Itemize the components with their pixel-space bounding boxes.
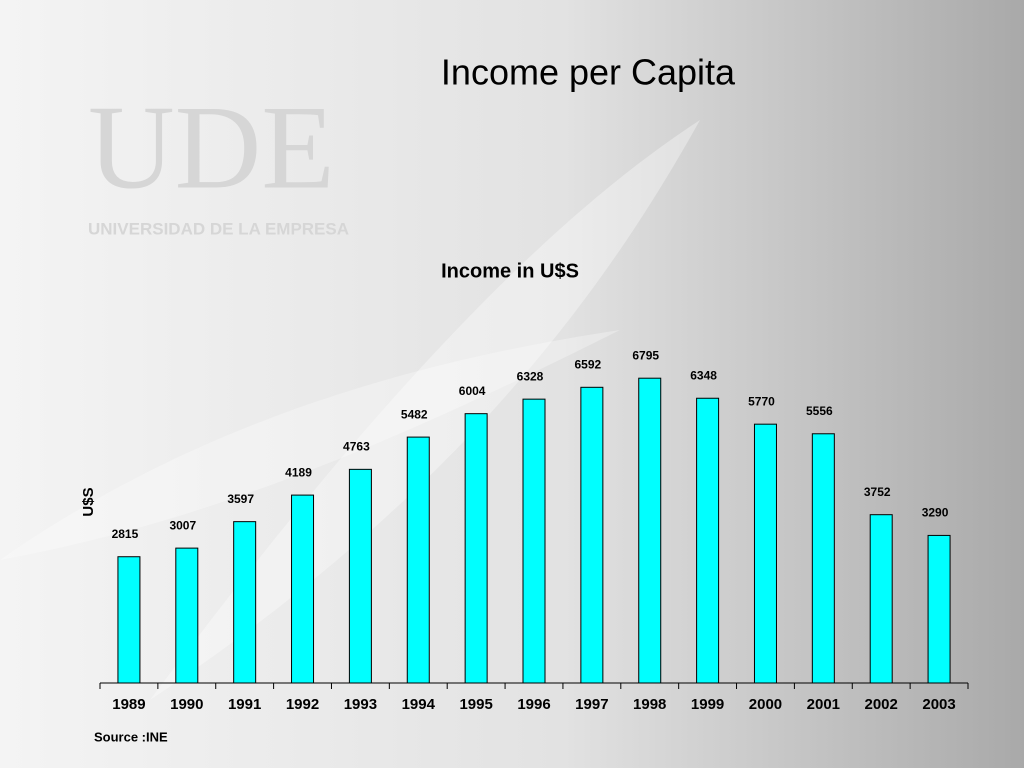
bar [811,433,835,684]
value-label: 4763 [343,440,370,454]
value-label: 2815 [112,527,139,541]
value-label: 3597 [227,492,254,506]
slide-title: Income per Capita [441,52,736,93]
x-tick-label: 1996 [517,696,550,713]
x-tick-label: 1990 [170,696,203,713]
x-tick-label: 1995 [459,696,492,713]
value-label: 6328 [517,369,544,383]
x-tick-label: 1993 [344,696,377,713]
x-tick-label: 1998 [633,696,666,713]
x-tick-label: 1989 [112,696,145,713]
x-tick-label: 1997 [575,696,608,713]
x-tick-label: 1999 [691,696,724,713]
bar [117,556,141,684]
bar [927,534,951,684]
bar [638,377,662,684]
bar [580,386,604,684]
bar [753,423,777,684]
bar [869,514,893,684]
value-label: 5482 [401,407,428,421]
value-label: 6592 [575,357,602,371]
y-axis-label: U$S [80,487,97,516]
value-label: 5770 [748,394,775,408]
value-label: 4189 [285,465,312,479]
bar [175,547,199,684]
leaf-decoration [0,330,620,560]
leaf-decoration [150,120,700,700]
bar [291,494,315,684]
bar [233,521,257,684]
x-tick-label: 2001 [807,696,840,713]
bar [348,468,372,684]
x-tick-label: 2002 [865,696,898,713]
x-tick-label: 1991 [228,696,261,713]
x-tick-label: 1992 [286,696,319,713]
value-label: 3007 [169,518,196,532]
value-label: 6004 [459,384,486,398]
value-label: 3290 [922,506,949,520]
x-tick-label: 2000 [749,696,782,713]
logo: UDE [88,81,335,214]
value-label: 6348 [690,368,717,382]
chart-title: Income in U$S [441,260,579,282]
bar [406,436,430,684]
logo-caption: UNIVERSIDAD DE LA EMPRESA [88,219,349,238]
source-note: Source :INE [94,729,168,744]
bar [464,413,488,684]
value-label: 5556 [806,404,833,418]
x-tick-label: 2003 [922,696,955,713]
bar [522,398,546,684]
bar [696,397,720,684]
x-tick-label: 1994 [402,696,436,713]
value-label: 6795 [632,348,659,362]
value-label: 3752 [864,485,891,499]
